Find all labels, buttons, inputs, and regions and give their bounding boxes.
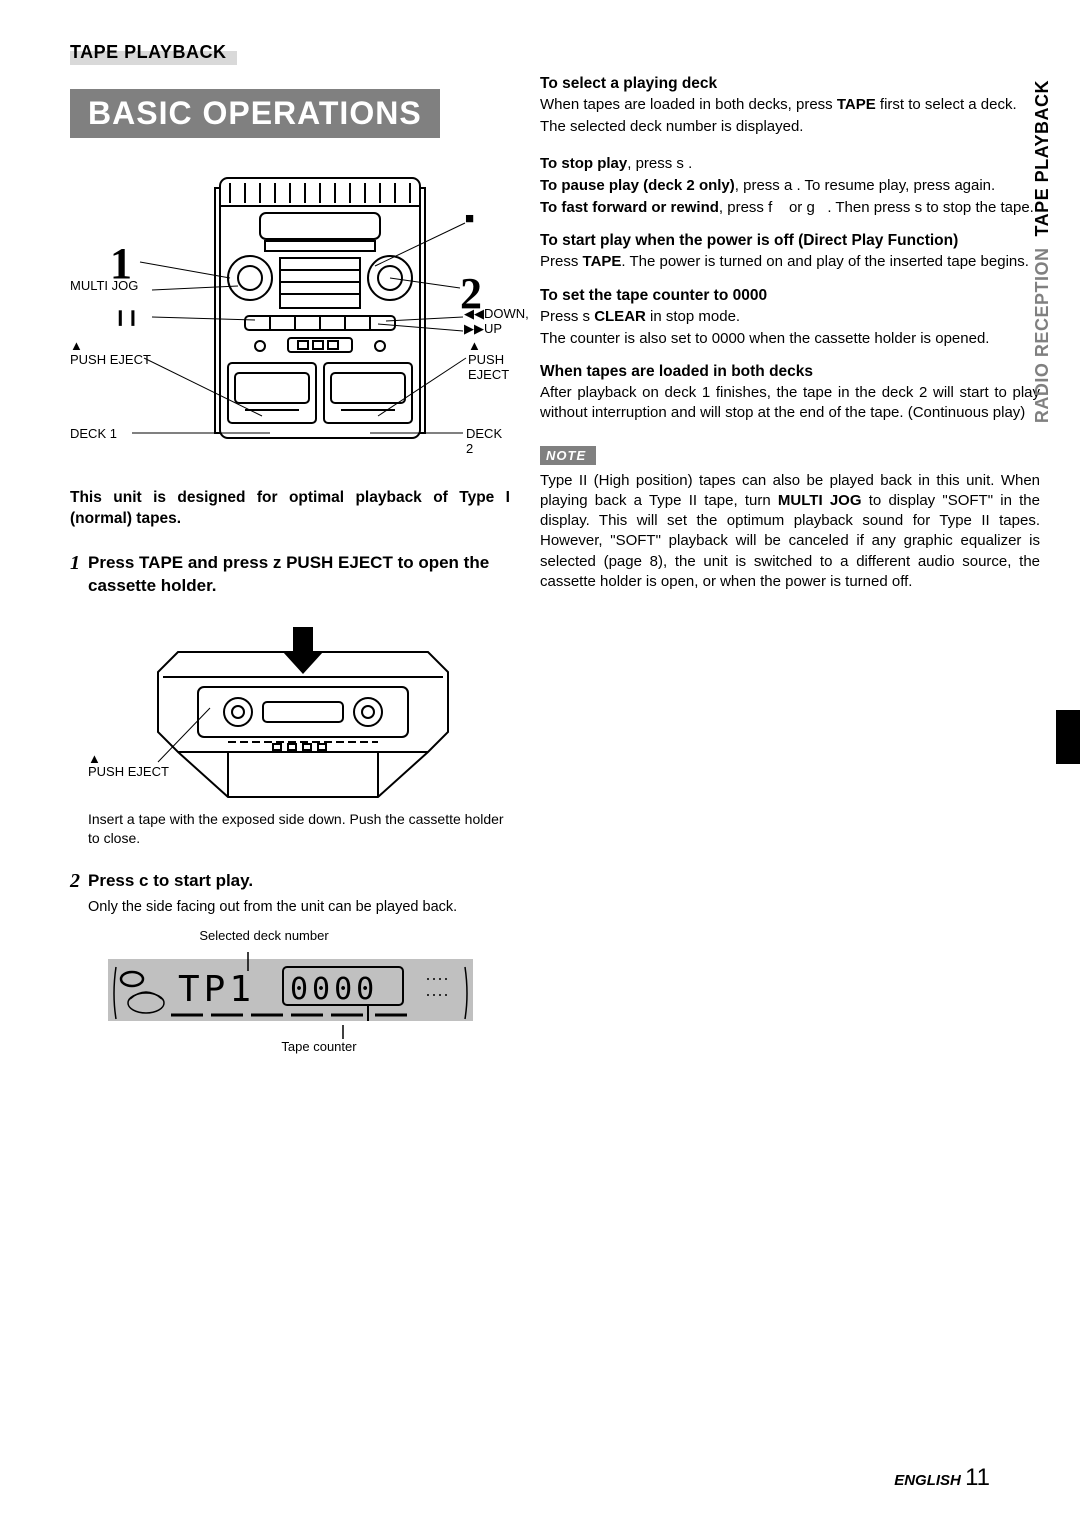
heading-direct-play: To start play when the power is off (Dir… — [540, 232, 1040, 250]
intro-text: This unit is designed for optimal playba… — [70, 488, 510, 530]
step-1-title: Press TAPE and press z PUSH EJECT to ope… — [88, 552, 510, 598]
step-2-caption: Only the side facing out from the unit c… — [88, 898, 510, 918]
para-select-deck: When tapes are loaded in both decks, pre… — [540, 95, 1040, 115]
down-label: ◀◀DOWN, — [464, 306, 529, 322]
multi-jog-label: MULTI JOG — [70, 278, 138, 293]
step-1-number: 1 — [70, 552, 80, 848]
right-column: To select a playing deck When tapes are … — [540, 75, 1040, 1054]
heading-counter: To set the tape counter to 0000 — [540, 287, 1040, 305]
eject-left-icon: ▲ — [70, 338, 83, 353]
step-2: 2 Press c to start play. Only the side f… — [70, 870, 510, 1055]
pause-icon: ❙❙ — [114, 308, 139, 326]
section-header: TAPE PLAYBACK — [70, 40, 237, 65]
stop-icon: ■ — [465, 210, 474, 227]
cassette-diagram: ▲ PUSH EJECT — [88, 612, 510, 802]
sidebar-tabs: RADIO RECEPTION TAPE PLAYBACK — [1032, 80, 1056, 540]
up-label: ▶▶UP — [464, 321, 502, 337]
step-1: 1 Press TAPE and press z PUSH EJECT to o… — [70, 552, 510, 848]
sidebar-radio-reception: RADIO RECEPTION TAPE PLAYBACK — [1032, 80, 1053, 423]
para-counter-2: The counter is also set to 0000 when the… — [540, 329, 1040, 349]
step-2-number: 2 — [70, 870, 80, 1055]
display-counter-text: 0000 — [290, 972, 378, 1007]
para-both-decks: After playback on deck 1 finishes, the t… — [540, 383, 1040, 424]
left-column: BASIC OPERATIONS 1 2 — [70, 75, 510, 1054]
push-eject-right-label: PUSH EJECT — [468, 352, 510, 382]
eject-right-icon: ▲ — [468, 338, 481, 353]
note-badge: NOTE — [540, 446, 596, 465]
para-ff-rw: To fast forward or rewind, press f or g … — [540, 198, 1040, 218]
heading-both-decks: When tapes are loaded in both decks — [540, 363, 1040, 381]
push-eject-diagram-label: PUSH EJECT — [88, 764, 169, 779]
deck2-label: DECK 2 — [466, 426, 510, 456]
lcd-display: TP1 0000 — [108, 949, 510, 1039]
para-stop-play: To stop play, press s . — [540, 154, 1040, 174]
page-footer: ENGLISH 11 — [894, 1464, 990, 1492]
footer-page-number: 11 — [965, 1464, 990, 1491]
note-paragraph: Type II (High position) tapes can also b… — [540, 471, 1040, 593]
push-eject-left-label: PUSH EJECT — [70, 352, 151, 367]
step-1-caption: Insert a tape with the exposed side down… — [88, 810, 510, 848]
display-tp-text: TP1 — [178, 969, 255, 1010]
deck1-label: DECK 1 — [70, 426, 117, 441]
para-select-deck-2: The selected deck number is displayed. — [540, 117, 1040, 137]
stereo-diagram: 1 2 — [70, 158, 510, 478]
para-direct-play: Press TAPE. The power is turned on and p… — [540, 252, 1040, 272]
step-2-title: Press c to start play. — [88, 870, 510, 893]
para-pause-play: To pause play (deck 2 only), press a . T… — [540, 176, 1040, 196]
footer-language: ENGLISH — [894, 1472, 961, 1489]
para-counter-1: Press s CLEAR in stop mode. — [540, 307, 1040, 327]
black-tab — [1056, 710, 1080, 764]
selected-deck-label: Selected deck number — [18, 928, 510, 943]
heading-select-deck: To select a playing deck — [540, 75, 1040, 93]
basic-operations-title: BASIC OPERATIONS — [70, 89, 440, 138]
tape-counter-label: Tape counter — [128, 1039, 510, 1054]
